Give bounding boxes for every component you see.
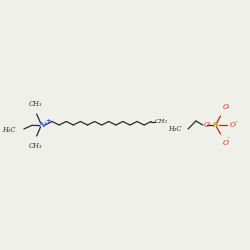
Text: S: S <box>213 121 218 129</box>
Text: H₃C: H₃C <box>168 125 181 133</box>
Text: ⁻: ⁻ <box>234 122 237 126</box>
Text: ⁻: ⁻ <box>226 138 230 142</box>
Text: CH₃: CH₃ <box>29 142 42 150</box>
Text: O: O <box>204 121 210 129</box>
Text: CH₃: CH₃ <box>155 119 168 124</box>
Text: O: O <box>229 121 235 129</box>
Text: ⁻: ⁻ <box>226 108 230 112</box>
Text: H₃C: H₃C <box>2 126 16 134</box>
Text: O: O <box>222 103 228 111</box>
Text: O: O <box>222 139 228 147</box>
Text: CH₃: CH₃ <box>29 100 42 108</box>
Text: +: + <box>45 118 51 124</box>
Text: N: N <box>38 121 45 129</box>
